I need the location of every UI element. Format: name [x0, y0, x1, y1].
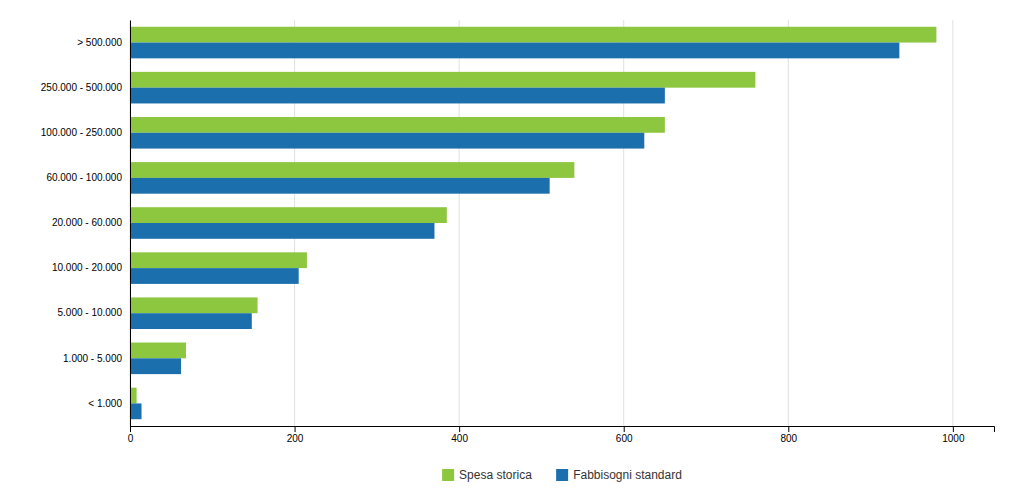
y-tick: 100.000 - 250.000: [41, 127, 130, 138]
x-tick: 1000: [942, 426, 965, 444]
y-tick: 250.000 - 500.000: [41, 82, 130, 93]
bar: [130, 207, 447, 223]
x-axis: 0 200 400 600 800 1000: [128, 426, 995, 444]
legend-label: Fabbisogni standard: [573, 468, 682, 482]
bar: [130, 27, 936, 43]
y-tick: 5.000 - 10.000: [58, 307, 131, 318]
bar: [130, 343, 186, 359]
x-tick-label: 400: [451, 433, 468, 444]
y-tick-label: 1.000 - 5.000: [63, 353, 122, 364]
y-tick-label: 250.000 - 500.000: [41, 82, 123, 93]
legend: Spesa storica Fabbisogni standard: [442, 468, 682, 482]
y-tick: 1.000 - 5.000: [63, 353, 130, 364]
bar: [130, 117, 665, 133]
plot-area: 0 200 400 600 800 1000 < 1.000 1.000 - 5.000 5.0…: [41, 20, 995, 444]
bar: [130, 297, 258, 313]
x-tick-label: 800: [780, 433, 797, 444]
x-tick-mark: [130, 426, 131, 432]
bar: [130, 223, 434, 239]
bar: [130, 43, 899, 59]
bar: [130, 313, 252, 329]
bar: [130, 72, 755, 88]
x-tick-label: 1000: [942, 433, 965, 444]
grid-line: [130, 20, 131, 426]
legend-swatch: [556, 469, 568, 481]
y-tick-label: 60.000 - 100.000: [46, 172, 122, 183]
x-tick-mark: [953, 426, 954, 432]
legend-item: Spesa storica: [442, 468, 532, 482]
legend-swatch: [442, 469, 454, 481]
x-tick-label: 0: [128, 433, 134, 444]
y-tick-label: < 1.000: [88, 398, 122, 409]
x-tick-label: 600: [616, 433, 633, 444]
y-tick: 10.000 - 20.000: [52, 262, 130, 273]
y-tick-label: 100.000 - 250.000: [41, 127, 123, 138]
y-tick: 60.000 - 100.000: [46, 172, 130, 183]
bar: [130, 252, 307, 268]
y-axis-line: [130, 21, 131, 427]
x-tick-mark: [624, 426, 625, 432]
legend-item: Fabbisogni standard: [556, 468, 682, 482]
y-tick-label: 10.000 - 20.000: [52, 262, 122, 273]
x-tick-mark: [295, 426, 296, 432]
x-tick-mark: [459, 426, 460, 432]
x-tick: 800: [780, 426, 797, 444]
x-tick: 400: [451, 426, 468, 444]
bar: [130, 88, 665, 104]
y-tick: > 500.000: [77, 37, 130, 48]
x-tick-label: 200: [287, 433, 304, 444]
grid-line: [788, 20, 789, 426]
x-axis-line: [131, 427, 995, 433]
x-tick-mark: [788, 426, 789, 432]
series: [130, 27, 936, 404]
grid: [130, 20, 953, 426]
x-tick: 0: [128, 426, 134, 444]
y-tick-label: 5.000 - 10.000: [58, 307, 123, 318]
bar: [130, 403, 142, 419]
x-tick: 600: [616, 426, 633, 444]
y-tick-label: > 500.000: [77, 37, 122, 48]
grid-line: [952, 20, 953, 426]
bar: [130, 358, 181, 374]
bar: [130, 178, 550, 194]
y-tick: < 1.000: [88, 398, 130, 409]
bar: [130, 268, 299, 284]
y-tick-label: 20.000 - 60.000: [52, 217, 122, 228]
chart: 0 200 400 600 800 1000 < 1.000 1.000 - 5.000 5.0…: [0, 0, 1024, 501]
series: [130, 43, 899, 420]
bars: [130, 27, 936, 419]
legend-label: Spesa storica: [459, 468, 532, 482]
bar: [130, 162, 574, 178]
bar: [130, 133, 644, 149]
y-tick: 20.000 - 60.000: [52, 217, 130, 228]
y-axis: < 1.000 1.000 - 5.000 5.000 - 10.000 10.000…: [41, 21, 131, 427]
x-tick: 200: [287, 426, 304, 444]
